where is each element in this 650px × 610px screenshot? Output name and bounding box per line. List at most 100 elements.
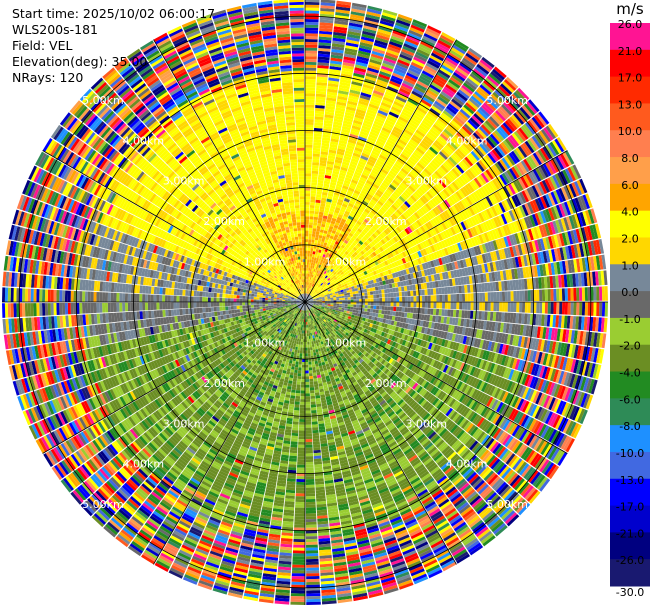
- velocity-bin: [329, 68, 341, 74]
- velocity-bin: [386, 116, 397, 124]
- velocity-bin: [365, 141, 375, 148]
- velocity-bin: [444, 309, 448, 317]
- velocity-bin: [450, 294, 454, 302]
- velocity-bin: [393, 297, 397, 302]
- velocity-bin: [370, 294, 374, 299]
- velocity-bin: [355, 230, 361, 236]
- velocity-bin: [305, 33, 318, 37]
- velocity-bin: [305, 184, 311, 188]
- velocity-bin: [364, 117, 374, 123]
- velocity-bin: [384, 54, 398, 62]
- velocity-bin: [375, 213, 382, 219]
- velocity-bin: [341, 307, 345, 311]
- velocity-bin: [428, 57, 442, 67]
- velocity-bin: [356, 165, 364, 172]
- velocity-bin: [368, 174, 376, 181]
- velocity-bin: [604, 302, 608, 317]
- velocity-bin: [349, 19, 364, 25]
- velocity-bin: [337, 226, 343, 231]
- velocity-bin: [320, 148, 329, 153]
- velocity-bin: [333, 243, 338, 248]
- velocity-bin: [322, 260, 326, 264]
- velocity-bin: [320, 268, 324, 273]
- velocity-bin: [451, 74, 464, 84]
- velocity-bin: [434, 139, 444, 149]
- velocity-bin: [306, 273, 308, 277]
- velocity-bin: [327, 299, 331, 301]
- velocity-bin: [321, 266, 325, 270]
- velocity-bin: [432, 79, 445, 89]
- velocity-bin: [331, 217, 337, 222]
- velocity-bin: [305, 36, 318, 40]
- velocity-bin: [356, 197, 364, 203]
- velocity-bin: [373, 145, 383, 152]
- velocity-bin: [373, 120, 384, 127]
- velocity-bin: [352, 122, 362, 128]
- velocity-bin: [344, 114, 354, 120]
- velocity-bin: [404, 146, 414, 154]
- velocity-bin: [315, 282, 319, 286]
- velocity-bin: [378, 289, 382, 294]
- velocity-bin: [454, 69, 468, 80]
- velocity-bin: [335, 6, 351, 12]
- velocity-bin: [310, 247, 314, 252]
- velocity-bin: [394, 24, 409, 33]
- velocity-bin: [316, 263, 320, 268]
- velocity-bin: [311, 259, 314, 263]
- velocity-bin: [334, 112, 345, 118]
- velocity-bin: [318, 174, 325, 178]
- velocity-bin: [478, 61, 492, 73]
- velocity-bin: [333, 31, 347, 37]
- velocity-bin: [365, 111, 376, 118]
- velocity-bin: [596, 302, 600, 317]
- velocity-bin: [353, 69, 366, 76]
- velocity-bin: [393, 146, 403, 153]
- velocity-bin: [365, 114, 375, 121]
- velocity-bin: [327, 259, 332, 264]
- velocity-bin: [452, 309, 457, 318]
- velocity-bin: [466, 50, 481, 61]
- velocity-bin: [337, 235, 342, 240]
- velocity-bin: [414, 85, 426, 94]
- velocity-bin: [323, 180, 331, 185]
- velocity-bin: [306, 293, 308, 297]
- velocity-bin: [305, 187, 311, 191]
- velocity-bin: [364, 302, 368, 306]
- velocity-bin: [415, 129, 426, 138]
- velocity-bin: [357, 136, 367, 142]
- velocity-bin: [339, 81, 351, 87]
- velocity-bin: [317, 222, 322, 227]
- velocity-bin: [330, 220, 336, 225]
- velocity-bin: [384, 293, 388, 298]
- velocity-bin: [387, 306, 391, 311]
- velocity-bin: [327, 88, 338, 93]
- velocity-bin: [389, 133, 399, 141]
- velocity-bin: [350, 197, 357, 203]
- velocity-bin: [371, 169, 379, 176]
- velocity-bin: [338, 223, 344, 228]
- velocity-bin: [438, 287, 442, 295]
- velocity-bin: [362, 30, 376, 37]
- velocity-bin: [550, 288, 554, 301]
- velocity-bin: [410, 61, 424, 70]
- velocity-bin: [349, 89, 361, 95]
- velocity-bin: [375, 36, 389, 44]
- velocity-bin: [318, 47, 331, 52]
- velocity-bin: [519, 290, 523, 302]
- velocity-bin: [350, 11, 366, 17]
- velocity-bin: [324, 174, 332, 179]
- velocity-bin: [386, 49, 400, 57]
- velocity-bin: [315, 102, 326, 106]
- velocity-bin: [447, 286, 451, 294]
- velocity-bin: [319, 165, 326, 170]
- velocity-bin: [355, 111, 366, 117]
- velocity-bin: [404, 103, 416, 111]
- velocity-bin: [360, 155, 369, 161]
- velocity-bin: [358, 225, 365, 231]
- velocity-bin: [373, 302, 377, 306]
- velocity-bin: [344, 111, 355, 117]
- velocity-bin: [458, 310, 463, 318]
- velocity-bin: [348, 25, 363, 31]
- velocity-bin: [387, 293, 391, 298]
- velocity-bin: [331, 229, 337, 234]
